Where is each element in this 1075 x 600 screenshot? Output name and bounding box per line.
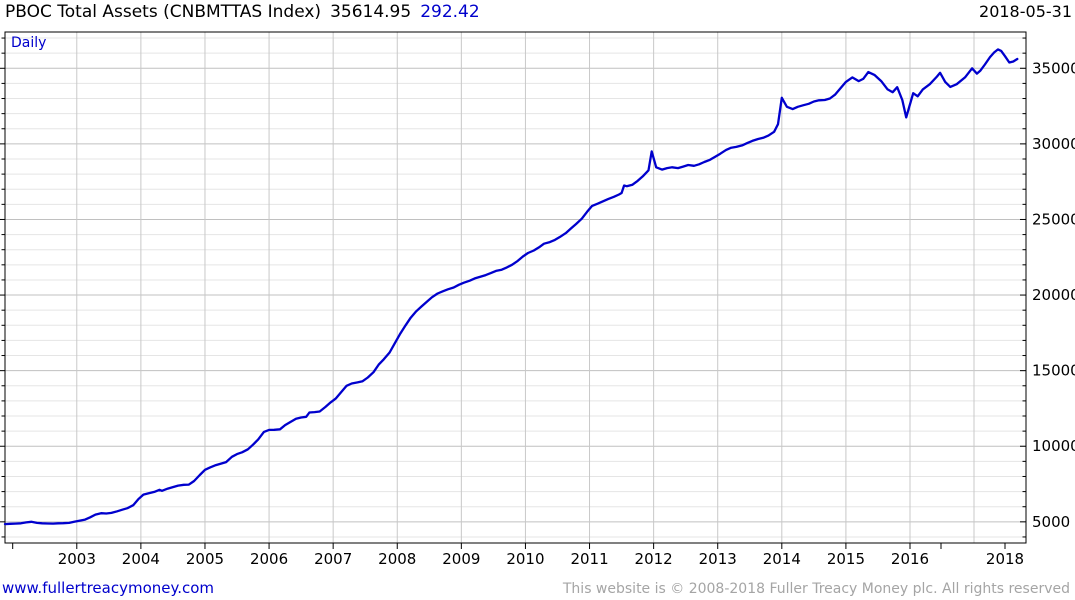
price-line [3, 48, 1019, 526]
price-chart[interactable]: 5000 10000 15000 20000 25000 30000 35000 2003 20… [0, 0, 1075, 572]
y-tick-label: 10000 [1032, 437, 1075, 455]
last-value: 35614.95 [330, 2, 412, 22]
y-tick-label: 20000 [1032, 286, 1075, 304]
x-tick-label: 2007 [314, 550, 352, 568]
x-tick-label: 2014 [763, 550, 801, 568]
y-tick-label: 5000 [1032, 513, 1070, 531]
x-tick-label: 2006 [250, 550, 288, 568]
chart-header: PBOC Total Assets (CNBMTTAS Index) 35614… [5, 2, 1072, 22]
site-link[interactable]: www.fullertreacymoney.com [2, 579, 215, 597]
frequency-label: Daily [11, 35, 47, 51]
x-tick-label: 2004 [122, 550, 160, 568]
y-tick-label: 25000 [1032, 210, 1075, 228]
y-tick-label: 35000 [1032, 59, 1075, 77]
footer: www.fullertreacymoney.com This website i… [2, 579, 1070, 597]
chart-date: 2018-05-31 [979, 2, 1072, 21]
x-tick-label: 2016 [891, 550, 929, 568]
x-tick-label: 2003 [58, 550, 96, 568]
copyright-text: This website is © 2008-2018 Fuller Treac… [562, 581, 1070, 597]
chart-title: PBOC Total Assets (CNBMTTAS Index) [5, 2, 322, 22]
x-tick-label: 2018 [986, 550, 1024, 568]
y-tick-label: 15000 [1032, 362, 1075, 380]
x-tick-label: 2011 [570, 550, 608, 568]
x-tick-label: 2010 [506, 550, 544, 568]
x-tick-label: 2005 [186, 550, 224, 568]
change-value: 292.42 [420, 2, 480, 22]
x-tick-label: 2012 [635, 550, 673, 568]
x-tick-label: 2015 [827, 550, 865, 568]
x-tick-label: 2008 [378, 550, 416, 568]
chart-title-group: PBOC Total Assets (CNBMTTAS Index) 35614… [5, 2, 480, 22]
x-tick-label: 2013 [699, 550, 737, 568]
x-tick-label: 2009 [442, 550, 480, 568]
y-tick-label: 30000 [1032, 135, 1075, 153]
plot-border [4, 31, 1027, 544]
